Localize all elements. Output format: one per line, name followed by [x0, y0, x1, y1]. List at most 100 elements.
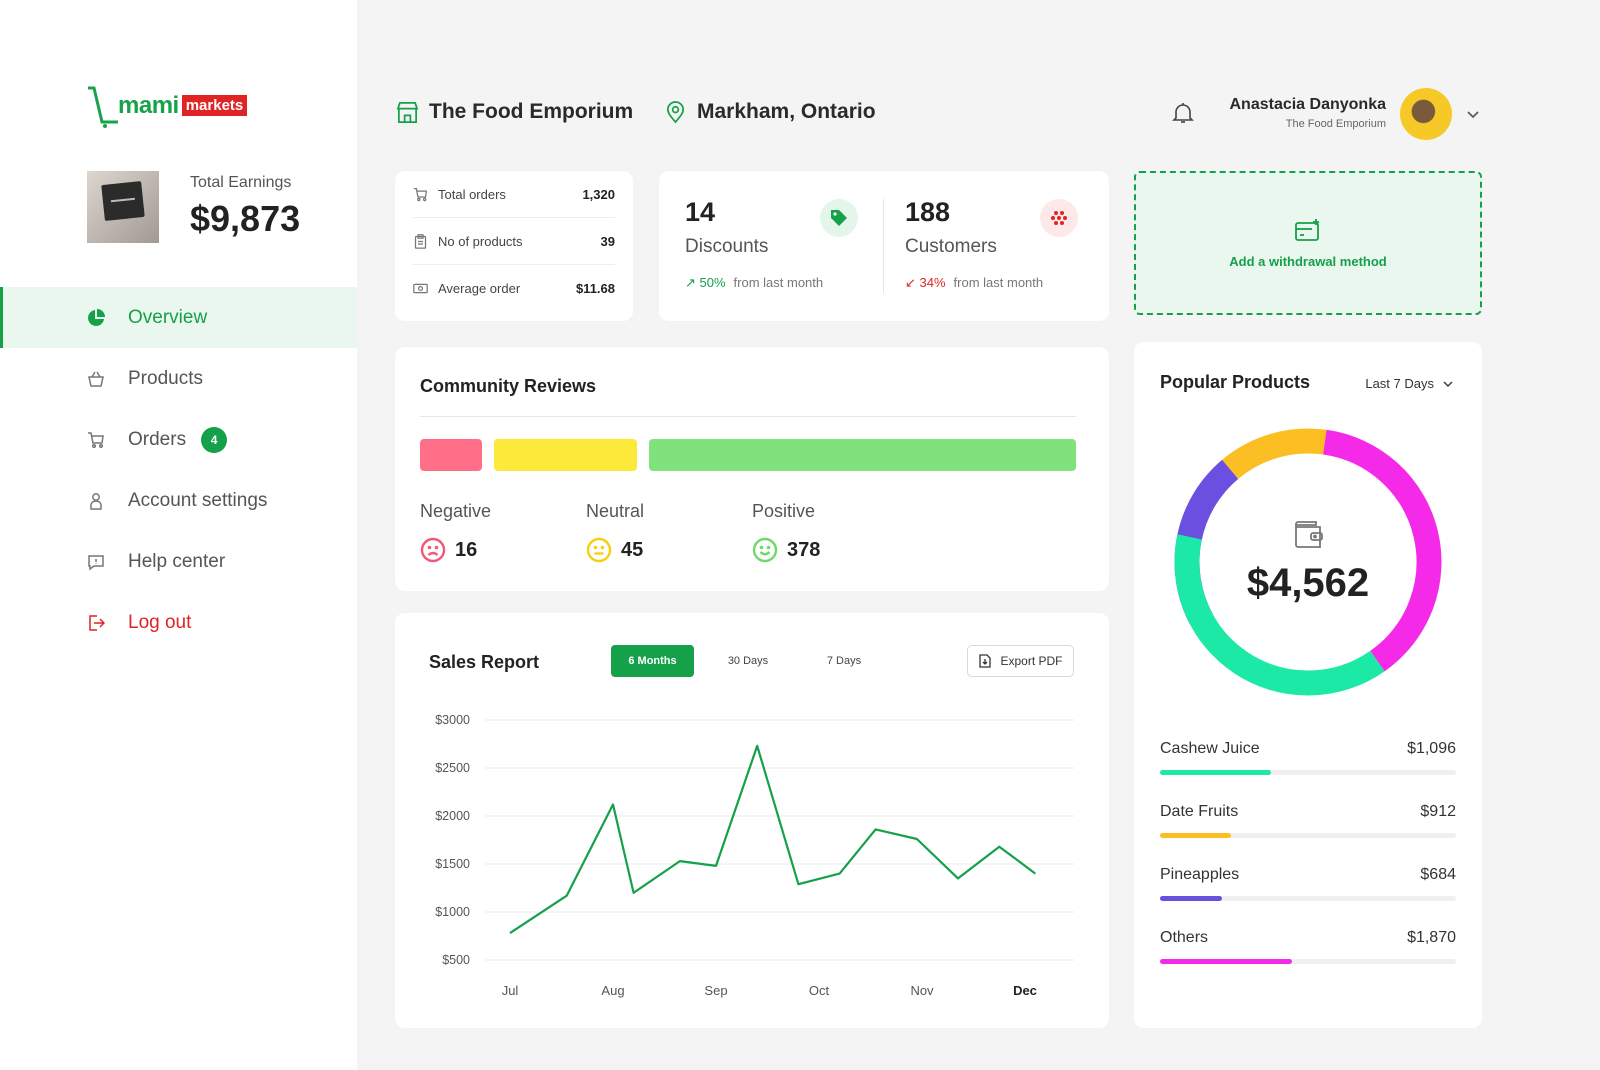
reviews-title: Community Reviews — [420, 376, 1076, 417]
user-store: The Food Emporium — [1285, 118, 1386, 130]
product-value: $684 — [1420, 866, 1456, 883]
tab-6-months[interactable]: 6 Months — [611, 645, 694, 677]
review-negative: Negative 16 — [420, 501, 586, 563]
export-pdf-button[interactable]: Export PDF — [967, 645, 1074, 677]
popular-products-card: Popular Products Last 7 Days $4,562 Cash… — [1134, 342, 1482, 1028]
orders-count-badge: 4 — [201, 426, 228, 453]
community-reviews-card: Community Reviews Negative 16 Neutral 45… — [395, 347, 1109, 591]
kpi-customers[interactable]: 188 Customers ↙ 34% from last month — [879, 171, 1104, 321]
kpi-card: 14 Discounts ↗ 50% from last month 188 Cu… — [659, 171, 1109, 321]
x-tick-label: Sep — [704, 983, 727, 998]
review-count: 45 — [621, 538, 644, 561]
earnings-value: $9,873 — [190, 198, 301, 239]
product-row-date-fruits[interactable]: Date Fruits $912 — [1160, 803, 1456, 838]
tag-icon — [820, 199, 858, 237]
store-name-text: The Food Emporium — [429, 100, 634, 123]
neutral-face-icon — [586, 537, 612, 563]
product-row-cashew-juice[interactable]: Cashew Juice $1,096 — [1160, 740, 1456, 775]
kpi-trend: ↙ 34% from last month — [905, 275, 1044, 290]
tab-7-days[interactable]: 7 Days — [826, 655, 862, 667]
sidebar-item-account-settings[interactable]: Account settings — [0, 470, 357, 531]
add-withdrawal-method-button[interactable]: Add a withdrawal method — [1134, 171, 1482, 315]
pie-chart-icon — [87, 308, 105, 327]
store-icon — [396, 101, 419, 123]
product-row-others[interactable]: Others $1,870 — [1160, 929, 1456, 964]
store-name[interactable]: The Food Emporium — [396, 100, 633, 124]
review-label: Neutral — [586, 501, 645, 521]
withdraw-label: Add a withdrawal method — [1229, 253, 1387, 269]
positive-bar-segment — [649, 439, 1076, 471]
chevron-down-icon[interactable] — [1465, 106, 1481, 122]
stat-value: 1,320 — [582, 186, 615, 202]
sidebar-item-logout[interactable]: Log out — [0, 592, 357, 653]
sidebar-item-products[interactable]: Products — [0, 348, 357, 409]
product-name: Others — [1160, 929, 1209, 946]
product-progress-fill — [1160, 833, 1232, 838]
dots-icon — [1040, 199, 1078, 237]
order-stats-card: Total orders 1,320 No of products 39 Ave… — [395, 171, 633, 321]
clipboard-icon — [414, 233, 427, 249]
store-location[interactable]: Markham, Ontario — [664, 100, 876, 124]
x-tick-label: Oct — [809, 983, 830, 998]
happy-face-icon — [752, 537, 778, 563]
cart-icon — [87, 431, 105, 449]
y-tick-label: $2500 — [435, 761, 470, 775]
range-label: Last 7 Days — [1365, 376, 1434, 391]
kpi-label: Customers — [905, 236, 997, 257]
x-tick-label: Dec — [1013, 983, 1037, 998]
review-count: 378 — [787, 538, 821, 561]
trend-down-indicator: ↙ 34% — [905, 275, 946, 290]
sidebar-item-label: Overview — [128, 306, 208, 328]
kpi-label: Discounts — [685, 236, 769, 257]
sales-report-card: $3000 $2500 $2000 $1500 $1000 $500 Jul Aug Sep Oc… — [395, 613, 1109, 1028]
product-value: $1,096 — [1407, 740, 1456, 757]
stat-label: Average order — [438, 281, 521, 296]
basket-icon — [87, 370, 105, 388]
stat-average-order: Average order $11.68 — [413, 265, 615, 312]
range-dropdown[interactable]: Last 7 Days — [1365, 376, 1454, 391]
sales-series-line — [509, 744, 1036, 935]
cash-icon — [413, 283, 428, 294]
x-tick-label: Jul — [502, 983, 519, 998]
product-name: Pineapples — [1160, 866, 1240, 883]
user-name: Anastacia Danyonka — [1229, 96, 1386, 113]
product-name: Date Fruits — [1160, 803, 1239, 820]
store-image — [87, 171, 159, 243]
kpi-trend: ↗ 50% from last month — [685, 275, 824, 290]
export-label: Export PDF — [1000, 654, 1063, 668]
avatar[interactable] — [1400, 88, 1452, 140]
y-tick-label: $2000 — [435, 809, 470, 823]
location-text: Markham, Ontario — [697, 100, 876, 123]
help-chat-icon — [87, 553, 105, 571]
donut-slice-cashew-juice — [1174, 534, 1385, 696]
sidebar-item-overview[interactable]: Overview — [0, 287, 357, 348]
stat-total-orders: Total orders 1,320 — [413, 171, 615, 218]
kpi-value: 188 — [905, 197, 951, 227]
review-neutral: Neutral 45 — [586, 501, 752, 563]
product-progress-fill — [1160, 959, 1292, 964]
brand-name-part2: markets — [181, 94, 248, 116]
y-tick-label: $1500 — [435, 857, 470, 871]
reviews-bar — [420, 439, 1076, 471]
notification-bell-icon[interactable] — [1171, 101, 1195, 125]
sidebar-item-orders[interactable]: Orders 4 — [0, 409, 357, 470]
sidebar-item-label: Log out — [128, 611, 192, 633]
sidebar-item-help-center[interactable]: Help center — [0, 531, 357, 592]
product-value: $1,870 — [1407, 929, 1456, 946]
stat-products-count: No of products 39 — [413, 218, 615, 265]
logout-icon — [87, 614, 105, 632]
y-tick-label: $500 — [442, 953, 470, 967]
brand-logo[interactable]: mami markets — [88, 86, 248, 128]
kpi-discounts[interactable]: 14 Discounts ↗ 50% from last month — [659, 171, 884, 321]
donut-slice-others — [1322, 429, 1442, 672]
product-row-pineapples[interactable]: Pineapples $684 — [1160, 866, 1456, 901]
kpi-divider — [883, 199, 884, 293]
negative-bar-segment — [420, 439, 482, 471]
y-tick-label: $3000 — [435, 713, 470, 727]
product-name: Cashew Juice — [1160, 740, 1260, 757]
sidebar-item-label: Products — [128, 367, 203, 389]
tab-30-days[interactable]: 30 Days — [727, 655, 769, 667]
add-card-icon — [1295, 218, 1319, 241]
stat-value: $11.68 — [575, 281, 615, 296]
review-positive: Positive 378 — [752, 501, 918, 563]
